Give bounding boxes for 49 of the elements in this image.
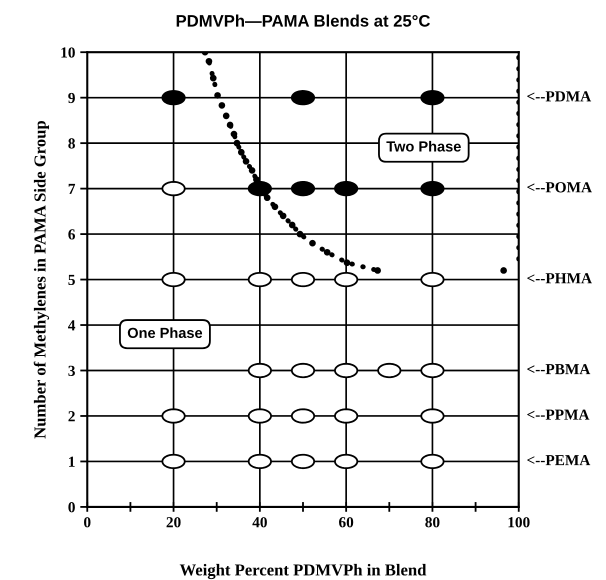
y-tick-label: 10	[61, 47, 75, 58]
x-tick-label: 20	[166, 517, 181, 528]
x-tick-label: 60	[339, 517, 354, 528]
x-tick-label: 80	[425, 517, 440, 528]
point	[309, 240, 316, 247]
point	[222, 112, 230, 120]
y-axis-title: Number of Methylenes in PAMA Side Group	[34, 120, 50, 439]
text: <--POMA	[527, 182, 592, 192]
y-tick-label: 2	[68, 411, 75, 422]
y-tick-label: 7	[68, 184, 76, 194]
y-tick-label: 8	[68, 138, 75, 149]
point	[226, 122, 234, 128]
point	[218, 102, 226, 109]
point	[242, 158, 250, 165]
point	[272, 203, 278, 210]
point	[264, 194, 271, 202]
y-tick-label: 6	[68, 229, 76, 240]
chart-title: PDMVPh—PAMA Blends at 25°C	[176, 14, 430, 27]
point	[248, 167, 256, 174]
x-tick-label: 100	[508, 517, 530, 528]
point	[234, 140, 240, 146]
point	[288, 222, 296, 228]
point	[374, 267, 381, 274]
point	[344, 259, 350, 266]
point	[500, 267, 507, 274]
x-tick-label: 40	[252, 517, 267, 528]
y-tick-label: 0	[68, 502, 75, 512]
y-tick-label: 9	[68, 92, 75, 104]
text: <--PBMA	[527, 364, 590, 374]
point	[324, 248, 330, 256]
y-tick-label: 3	[68, 366, 75, 376]
y-tick-label: 4	[68, 320, 76, 330]
point	[296, 230, 304, 238]
x-tick-label: 0	[84, 517, 90, 528]
y-tick-label: 5	[68, 274, 75, 286]
point	[280, 212, 286, 220]
text: <--PEMA	[527, 455, 590, 466]
point	[214, 92, 221, 99]
annotation: One Phase	[128, 327, 202, 338]
point	[230, 130, 238, 138]
x-axis-title: Weight Percent PDMVPh in Blend	[180, 564, 426, 580]
point	[210, 74, 217, 82]
text: <--PDMA	[527, 91, 592, 102]
y-tick-label: 1	[69, 456, 75, 467]
point	[238, 148, 245, 156]
text: <--PPMA	[527, 410, 590, 420]
text: <--PHMA	[527, 273, 592, 284]
point	[206, 58, 212, 65]
annotation: Two Phase	[386, 140, 461, 152]
